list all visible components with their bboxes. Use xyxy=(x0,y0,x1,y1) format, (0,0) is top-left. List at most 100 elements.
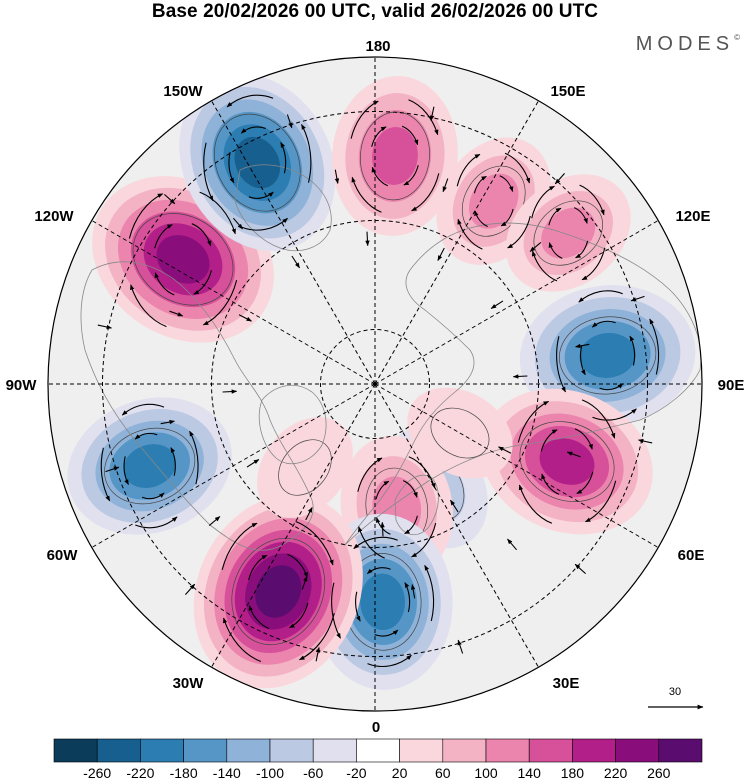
wind-arrow xyxy=(367,654,412,668)
wind-arrow xyxy=(411,173,440,212)
wind-arrow xyxy=(473,175,487,194)
wind-arrow xyxy=(135,516,178,529)
anomaly-level xyxy=(539,438,595,485)
wind-arrow xyxy=(371,166,389,187)
wind-arrow xyxy=(531,185,555,219)
wind-arrow xyxy=(574,428,593,450)
lon-label-30e: 30E xyxy=(553,675,580,692)
wind-arrow xyxy=(232,217,243,230)
colorbar-swatch xyxy=(442,738,487,763)
wind-arrow xyxy=(518,685,526,700)
colorbar-swatch xyxy=(183,738,228,763)
meridian xyxy=(211,383,376,668)
wind-arrow xyxy=(222,389,238,394)
wind-arrow xyxy=(424,564,435,622)
wind-arrow xyxy=(226,94,274,108)
colorbar-swatch xyxy=(572,738,616,763)
meridian xyxy=(374,383,659,548)
wind-arrow xyxy=(401,125,419,146)
wind-arrow xyxy=(404,582,411,613)
wind-arrow xyxy=(556,336,566,393)
colorbar-swatch xyxy=(615,738,660,763)
anomaly-ridge-west-siberia xyxy=(481,388,653,535)
wind-arrow xyxy=(160,419,175,425)
wind-arrow xyxy=(134,432,158,440)
anomaly-level xyxy=(156,235,210,284)
wind-arrow xyxy=(286,114,293,129)
wind-arrow xyxy=(408,99,439,136)
coastline-eurasia xyxy=(344,222,702,546)
meridian xyxy=(374,383,539,668)
wind-arrow xyxy=(540,429,558,452)
wind-arrow xyxy=(246,459,260,468)
wind-arrow xyxy=(280,142,287,174)
wind-arrow xyxy=(203,142,214,202)
lon-label-150w: 150W xyxy=(163,83,203,100)
wind-arrow xyxy=(123,456,129,485)
copyright-mark: © xyxy=(734,33,740,42)
colorbar-swatch xyxy=(96,738,141,763)
anomaly-level xyxy=(541,207,596,259)
colorbar-tick-label: 180 xyxy=(561,765,585,781)
wind-arrow xyxy=(580,345,586,376)
colorbar-swatch xyxy=(312,738,357,763)
wind-arrow xyxy=(437,247,445,261)
wind-arrow xyxy=(287,553,308,578)
wind-arrow xyxy=(380,521,385,537)
wind-arrow xyxy=(371,126,387,147)
wind-arrow xyxy=(573,207,588,224)
wind-arrow xyxy=(401,36,402,50)
colorbar-tick-label: 100 xyxy=(474,765,498,781)
meridian xyxy=(211,100,376,385)
colorbar-tick-label: 260 xyxy=(647,765,671,781)
wind-arrow xyxy=(531,250,558,282)
colorbar-tick-label: -140 xyxy=(213,765,241,781)
wind-arrow xyxy=(541,473,560,495)
lon-label-90e: 90E xyxy=(718,377,745,394)
wind-arrow xyxy=(579,184,605,216)
wind-arrow xyxy=(490,300,504,309)
anomaly-level xyxy=(468,173,519,229)
wind-arrow xyxy=(574,563,586,575)
wind-arrow xyxy=(208,516,221,527)
colorbar-swatch xyxy=(658,738,703,763)
lon-label-0: 0 xyxy=(372,719,380,736)
wind-arrow xyxy=(59,527,74,535)
wind-arrow xyxy=(238,314,252,322)
wind-arrow xyxy=(676,233,691,241)
lon-label-30w: 30W xyxy=(173,675,205,692)
wind-arrow xyxy=(169,310,184,317)
wind-arrow xyxy=(224,68,232,83)
wind-arrow xyxy=(404,515,418,535)
wind-arrow xyxy=(548,207,562,226)
anomaly-contour xyxy=(214,113,301,212)
wind-arrow xyxy=(248,554,268,581)
wind-arrow xyxy=(331,582,341,639)
wind-arrow xyxy=(100,447,111,502)
colorbar-tick-label: 60 xyxy=(435,765,451,781)
lon-label-60e: 60E xyxy=(678,547,705,564)
colorbar-swatch xyxy=(53,738,98,763)
wind-arrow xyxy=(289,602,309,629)
wind-arrow xyxy=(650,573,663,583)
wind-arrow xyxy=(241,217,288,231)
wind-arrow xyxy=(529,241,542,252)
colorbar: -260 -220 -180 -140 -100 -60 -20 20 60 100 140 180 2… xyxy=(53,738,703,781)
coastline-alaska xyxy=(234,164,332,252)
wind-arrow xyxy=(128,193,164,239)
wind-arrow xyxy=(457,639,464,654)
wind-arrow xyxy=(184,583,196,595)
wind-arrow xyxy=(403,165,419,186)
wind-arrow xyxy=(630,295,645,302)
map-disc xyxy=(48,36,702,711)
wind-arrow xyxy=(248,191,274,199)
wind-arrow xyxy=(629,335,636,366)
meridian xyxy=(374,100,539,385)
wind-arrow xyxy=(507,538,518,551)
reference-vector: 30 xyxy=(648,686,704,710)
wind-arrow xyxy=(575,343,590,349)
wind-arrow xyxy=(507,215,531,249)
colorbar-tick-label: -20 xyxy=(346,765,366,781)
wind-arrow xyxy=(375,517,391,535)
wind-arrow xyxy=(87,185,100,195)
